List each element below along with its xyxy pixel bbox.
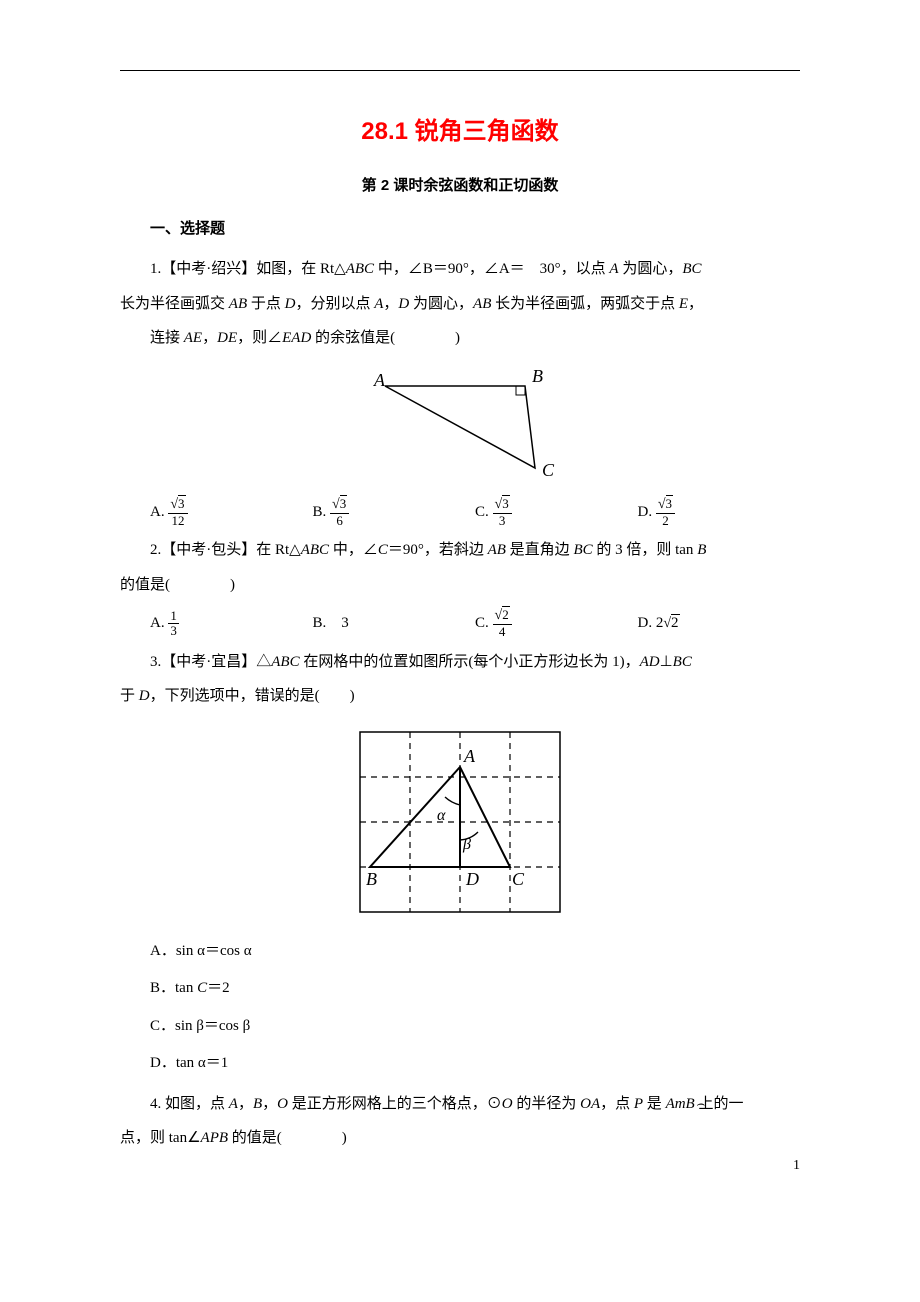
sub-title: 第 2 课时余弦函数和正切函数 <box>120 174 800 195</box>
q1-optB: B. √36 <box>313 495 476 530</box>
q2-optB: B. 3 <box>313 606 476 641</box>
q1-optD: D. √32 <box>638 495 801 530</box>
q1-optC: C. √33 <box>475 495 638 530</box>
label-alpha: α <box>437 807 446 824</box>
q2-optC: C. √24 <box>475 606 638 641</box>
q2-line2: 的值是( ) <box>120 568 800 603</box>
q3-optA: A．sin α＝cos α <box>150 933 800 971</box>
q2-optA: A. 13 <box>150 606 313 641</box>
label-beta: β <box>462 836 471 853</box>
q1-line3: 连接 AE，DE，则∠EAD 的余弦值是( ) <box>120 321 800 356</box>
label-B: B <box>532 366 543 386</box>
q1-optA: A. √312 <box>150 495 313 530</box>
q3-optC: C．sin β＝cos β <box>150 1008 800 1046</box>
grid-triangle-svg: A B C D α β <box>340 722 580 922</box>
label-B3: B <box>366 869 377 889</box>
q3-figure: A B C D α β <box>120 722 800 927</box>
page-number: 1 <box>793 1158 800 1174</box>
triangle-abc-svg: A B C <box>350 364 570 484</box>
label-C3: C <box>512 869 525 889</box>
q1-line1: 1.【中考·绍兴】如图，在 Rt△ABC 中，∠B＝90°，∠A＝ 30°，以点… <box>120 252 800 287</box>
page: 28.1 锐角三角函数 第 2 课时余弦函数和正切函数 一、选择题 1.【中考·… <box>0 0 920 1206</box>
q4-line1: 4. 如图，点 A，B，O 是正方形网格上的三个格点，⊙O 的半径为 OA，点 … <box>120 1087 800 1122</box>
q3-optB: B．tan C＝2 <box>150 970 800 1008</box>
main-title: 28.1 锐角三角函数 <box>120 111 800 146</box>
label-C: C <box>542 460 555 480</box>
q1-line2: 长为半径画弧交 AB 于点 D，分别以点 A，D 为圆心，AB 长为半径画弧，两… <box>120 287 800 322</box>
q3-line2: 于 D，下列选项中，错误的是( ) <box>120 679 800 714</box>
q1-figure: A B C <box>120 364 800 489</box>
section-heading: 一、选择题 <box>120 217 800 238</box>
q4-line2: 点，则 tan∠APB 的值是( ) <box>120 1121 800 1156</box>
q3-line1: 3.【中考·宜昌】△ABC 在网格中的位置如图所示(每个小正方形边长为 1)，A… <box>120 645 800 680</box>
label-D3: D <box>465 869 479 889</box>
q1-options: A. √312 B. √36 C. √33 D. √32 <box>120 495 800 530</box>
top-rule <box>120 70 800 71</box>
label-A: A <box>373 370 386 390</box>
label-A3: A <box>463 746 476 766</box>
q3-optD: D．tan α＝1 <box>150 1045 800 1083</box>
q3-options: A．sin α＝cos α B．tan C＝2 C．sin β＝cos β D．… <box>120 933 800 1083</box>
q2-line1: 2.【中考·包头】在 Rt△ABC 中，∠C＝90°，若斜边 AB 是直角边 B… <box>120 533 800 568</box>
q2-optD: D. 2√2 <box>638 606 801 641</box>
q2-options: A. 13 B. 3 C. √24 D. 2√2 <box>120 606 800 641</box>
